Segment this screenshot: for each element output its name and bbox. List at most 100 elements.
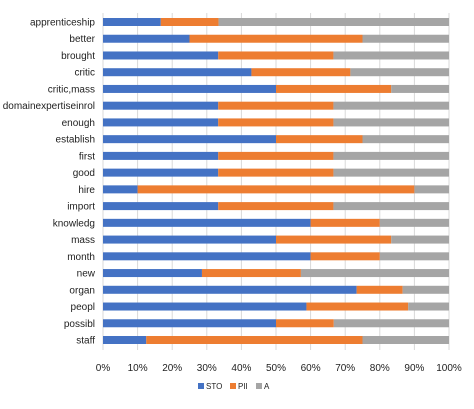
- bar-segment: [356, 285, 403, 294]
- x-tick-label: 90%: [404, 363, 424, 374]
- category-label: first: [79, 151, 95, 162]
- legend: STO PII A: [198, 382, 270, 391]
- bar-segment: [103, 118, 219, 127]
- bar-segment: [414, 185, 449, 194]
- category-labels: apprenticeship better brought critic critic,…: [3, 18, 96, 347]
- bar-segment: [218, 151, 334, 160]
- bar-segment: [218, 101, 334, 110]
- bar-segment: [103, 168, 219, 177]
- bar-segment: [391, 235, 449, 244]
- category-label: brought: [61, 51, 95, 62]
- x-tick-label: 60%: [301, 363, 321, 374]
- bar-segment: [218, 168, 334, 177]
- bar-segment: [362, 336, 449, 344]
- bar-segment: [103, 68, 252, 77]
- category-label: apprenticeship: [30, 18, 95, 29]
- bar-segment: [103, 34, 190, 43]
- x-tick-label: 50%: [266, 363, 286, 374]
- category-label: enough: [62, 118, 95, 129]
- bar-segment: [103, 51, 219, 60]
- category-label: possibl: [64, 319, 95, 330]
- legend-label: A: [264, 382, 270, 391]
- category-label: critic,mass: [48, 84, 95, 95]
- bar-segment: [103, 84, 276, 93]
- bar-segment: [379, 218, 449, 227]
- bar-segment: [402, 285, 449, 294]
- bar-segment: [391, 84, 449, 93]
- bar-segment: [362, 135, 449, 144]
- bar-segment: [310, 252, 380, 261]
- x-tick-label: 30%: [197, 363, 217, 374]
- bar-segment: [103, 269, 202, 278]
- bar-segment: [103, 135, 276, 144]
- x-tick-label: 70%: [335, 363, 355, 374]
- bar-segment: [218, 118, 334, 127]
- bar-segment: [137, 185, 415, 194]
- bar-segment: [103, 285, 357, 294]
- category-label: establish: [56, 135, 95, 146]
- bar-segment: [103, 185, 138, 194]
- category-label: new: [77, 269, 96, 280]
- bar-segment: [103, 151, 219, 160]
- x-tick-labels: 0% 10% 20% 30% 40% 50% 60% 70% 80% 90% 100%: [96, 363, 462, 374]
- x-tick-label: 100%: [436, 363, 462, 374]
- bar-segment: [218, 51, 334, 60]
- bar-segment: [306, 302, 409, 311]
- category-label: import: [67, 202, 95, 213]
- bar-segment: [276, 319, 334, 328]
- bar-segment: [103, 252, 311, 261]
- category-label: critic: [74, 68, 95, 79]
- bar-segment: [103, 101, 219, 110]
- bar-segment: [276, 135, 363, 144]
- bar-segment: [333, 51, 449, 60]
- bar-segment: [103, 218, 311, 227]
- bar-segment: [300, 269, 449, 278]
- bar-segment: [350, 68, 449, 77]
- category-label: organ: [69, 285, 95, 296]
- x-tick-label: 40%: [231, 363, 251, 374]
- bar-segment: [408, 302, 449, 311]
- gridlines: [102, 13, 450, 350]
- bar-segment: [189, 34, 363, 43]
- bar-segment: [103, 336, 147, 344]
- x-tick-label: 0%: [96, 363, 111, 374]
- bar-segment: [251, 68, 351, 77]
- bar-segment: [379, 252, 449, 261]
- category-label: better: [69, 34, 95, 45]
- category-label: hire: [78, 185, 95, 196]
- bar-segment: [201, 269, 301, 278]
- category-label: staff: [76, 336, 95, 347]
- legend-swatch: [198, 383, 204, 389]
- bar-segment: [160, 18, 219, 26]
- x-tick-label: 10%: [128, 363, 148, 374]
- bar-segment: [103, 319, 276, 328]
- category-label: mass: [71, 235, 95, 246]
- bar-segment: [333, 118, 449, 127]
- bar-segment: [333, 202, 449, 211]
- bar-segment: [146, 336, 363, 344]
- x-tick-label: 20%: [162, 363, 182, 374]
- bar-segment: [103, 235, 276, 244]
- bar-segment: [362, 34, 449, 43]
- bar-segment: [218, 202, 334, 211]
- bar-segment: [333, 319, 449, 328]
- bar-segment: [218, 18, 449, 26]
- category-label: month: [67, 252, 95, 263]
- bar-segment: [310, 218, 380, 227]
- bar-segment: [103, 302, 307, 311]
- bars: [103, 18, 449, 344]
- legend-label: STO: [206, 382, 222, 391]
- category-label: knowledg: [53, 218, 95, 229]
- bar-segment: [276, 235, 392, 244]
- legend-swatch: [230, 383, 236, 389]
- category-label: good: [73, 168, 95, 179]
- bar-segment: [103, 18, 161, 26]
- bar-segment: [276, 84, 392, 93]
- bar-segment: [333, 151, 449, 160]
- category-label: peopl: [71, 302, 95, 313]
- legend-swatch: [256, 383, 262, 389]
- category-label: domainexpertiseinrol: [3, 101, 95, 112]
- bar-segment: [333, 101, 449, 110]
- x-tick-label: 80%: [370, 363, 390, 374]
